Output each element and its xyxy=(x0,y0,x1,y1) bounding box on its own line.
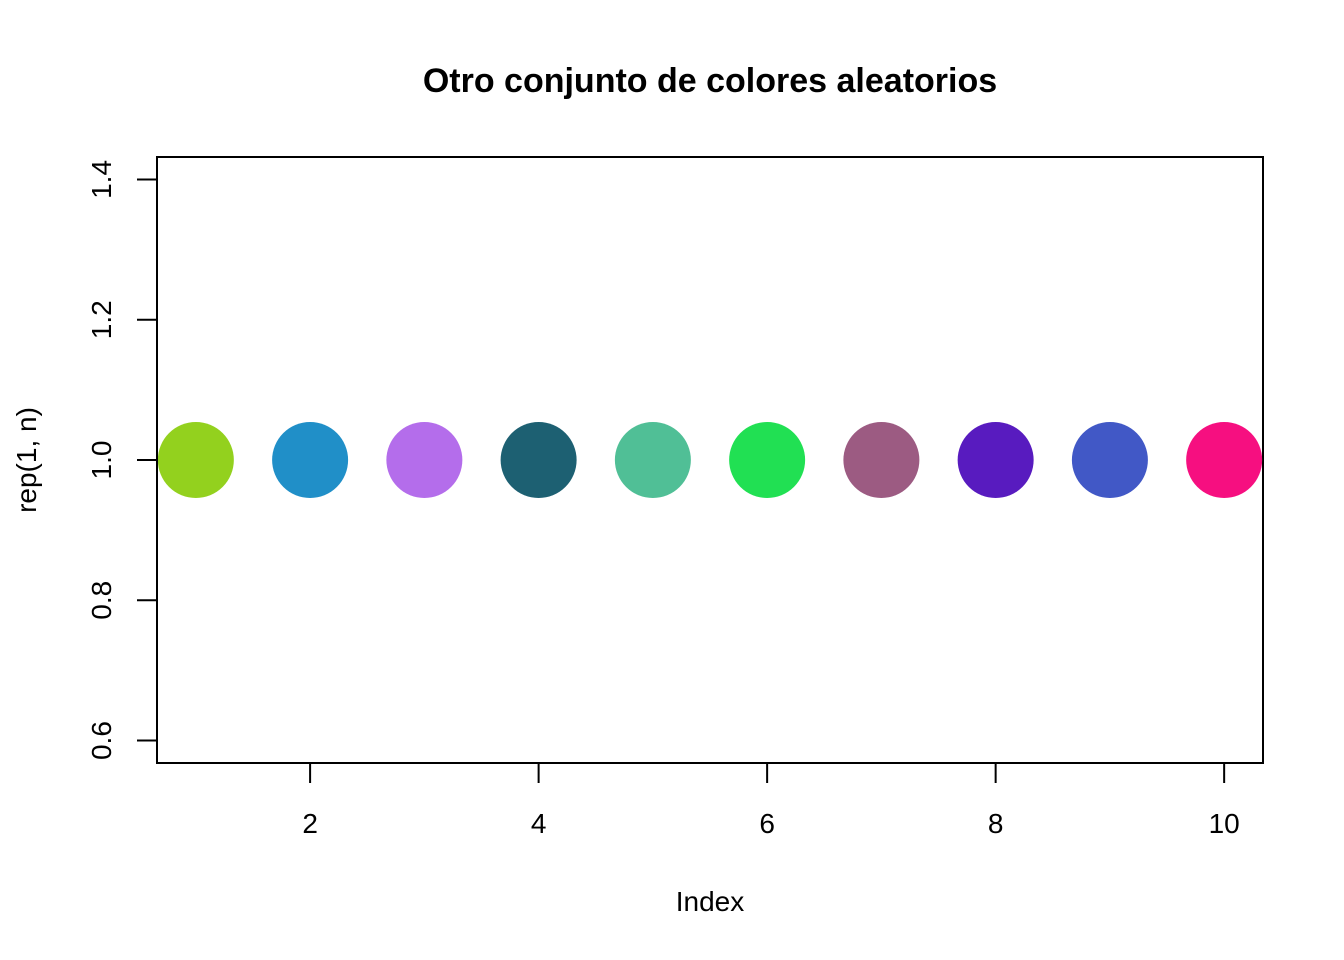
x-tick-label-8: 8 xyxy=(988,808,1004,839)
y-tick-label-1.4: 1.4 xyxy=(86,160,117,199)
data-point-8 xyxy=(957,422,1034,498)
x-tick-label-6: 6 xyxy=(759,808,775,839)
data-point-10 xyxy=(1186,422,1263,498)
data-point-2 xyxy=(272,422,349,498)
points-layer xyxy=(157,422,1263,498)
x-tick-label-2: 2 xyxy=(302,808,318,839)
x-axis-label: Index xyxy=(676,886,745,917)
x-axis: 2 4 6 8 10 xyxy=(302,762,1240,839)
data-point-3 xyxy=(386,422,463,498)
y-tick-label-0.8: 0.8 xyxy=(86,581,117,620)
chart-title: Otro conjunto de colores aleatorios xyxy=(423,62,997,100)
data-point-5 xyxy=(614,422,691,498)
data-point-1 xyxy=(157,422,234,498)
y-tick-label-0.6: 0.6 xyxy=(86,721,117,760)
x-tick-label-4: 4 xyxy=(531,808,547,839)
x-tick-label-10: 10 xyxy=(1209,808,1240,839)
data-point-6 xyxy=(729,422,806,498)
y-tick-label-1.2: 1.2 xyxy=(86,300,117,339)
y-axis: 0.6 0.8 1.0 1.2 1.4 xyxy=(86,160,158,760)
data-point-7 xyxy=(843,422,920,498)
y-tick-label-1.0: 1.0 xyxy=(86,441,117,480)
data-point-9 xyxy=(1071,422,1148,498)
y-axis-label: rep(1, n) xyxy=(11,407,42,513)
data-point-4 xyxy=(500,422,577,498)
